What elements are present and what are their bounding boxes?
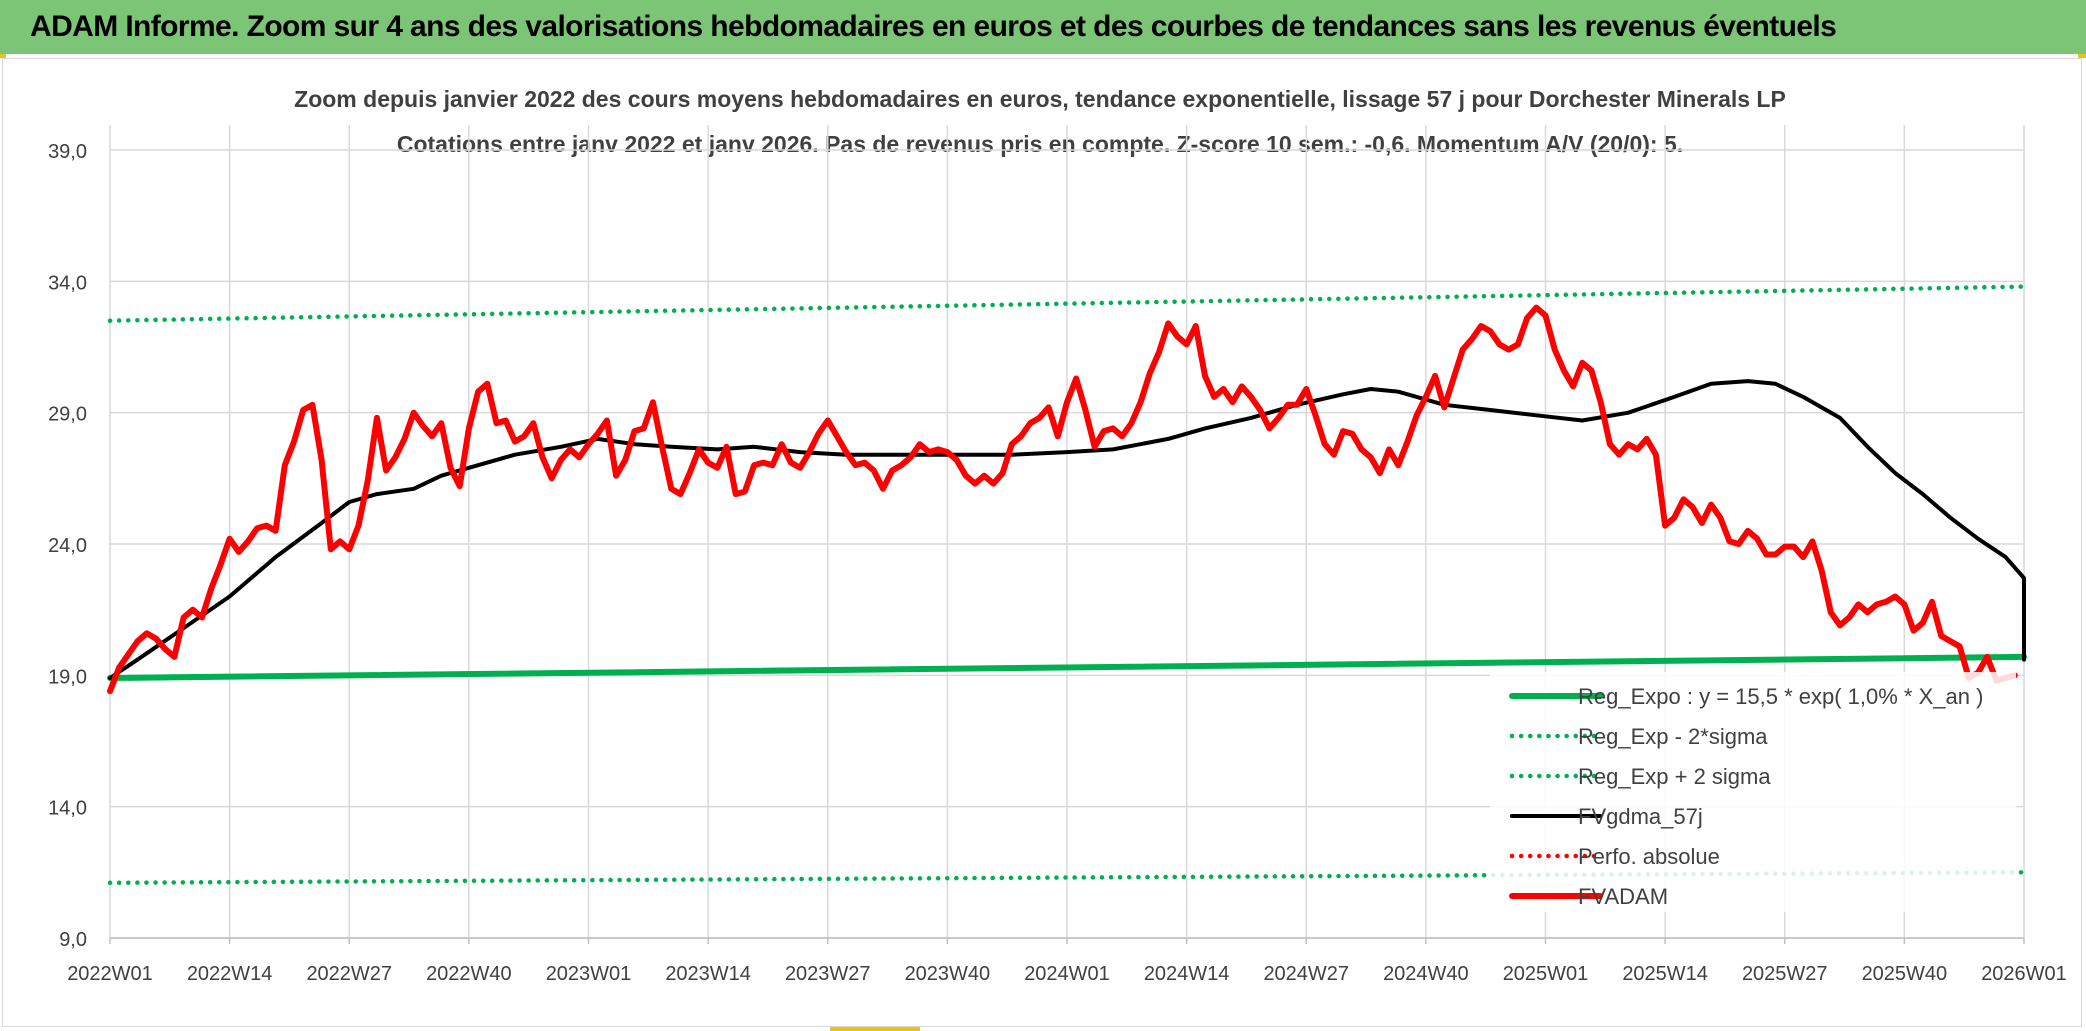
x-tick-label: 2026W01 <box>1981 963 2067 985</box>
x-tick-label: 2025W01 <box>1503 963 1589 985</box>
chart-frame <box>2 58 2082 1027</box>
legend-label-fvadam: FVADAM <box>1578 884 1668 909</box>
x-tick-label: 2022W01 <box>67 963 153 985</box>
series-line-fvadam <box>107 304 2018 695</box>
series-line-reg-expo-y-15-5-exp-1-0-x-an <box>107 653 2027 681</box>
x-tick-label: 2023W40 <box>905 963 991 985</box>
series-group <box>107 284 2027 886</box>
y-tick-label: 39,0 <box>48 141 87 163</box>
x-tick-label: 2024W40 <box>1383 963 1469 985</box>
legend-label-perfo-absolue: Perfo. absolue <box>1578 844 1720 869</box>
x-tick-label: 2022W14 <box>187 963 273 985</box>
chart-title: Zoom depuis janvier 2022 des cours moyen… <box>294 86 1786 112</box>
legend-label-reg-exp-2-sigma: Reg_Exp - 2*sigma <box>1578 724 1768 749</box>
x-tick-label: 2025W27 <box>1742 963 1828 985</box>
report-banner-title: ADAM Informe. Zoom sur 4 ans des valoris… <box>0 0 2086 54</box>
x-tick-label: 2023W14 <box>665 963 751 985</box>
y-tick-label: 14,0 <box>48 798 87 820</box>
x-tick-label: 2023W27 <box>785 963 871 985</box>
x-tick-label: 2024W14 <box>1144 963 1230 985</box>
x-tick-label: 2024W01 <box>1024 963 1110 985</box>
y-tick-label: 9,0 <box>59 929 87 951</box>
y-tick-label: 29,0 <box>48 404 87 426</box>
legend-label-reg-expo-y-15-5-exp-1-0-x-an: Reg_Expo : y = 15,5 * exp( 1,0% * X_an ) <box>1578 684 1983 709</box>
series-line-reg-exp-2-sigma <box>107 284 2027 323</box>
x-tick-label: 2023W01 <box>546 963 632 985</box>
x-tick-label: 2025W14 <box>1622 963 1708 985</box>
x-tick-label: 2025W40 <box>1862 963 1948 985</box>
y-tick-label: 24,0 <box>48 535 87 557</box>
x-tick-label: 2024W27 <box>1263 963 1349 985</box>
x-tick-label: 2022W40 <box>426 963 512 985</box>
legend-label-reg-exp-2-sigma: Reg_Exp + 2 sigma <box>1578 764 1771 789</box>
series-line-reg-exp-2-sigma <box>107 870 2027 886</box>
y-axis: 9,0 14,0 19,0 24,0 29,0 34,0 39,0 <box>48 141 87 951</box>
legend: Reg_Expo : y = 15,5 * exp( 1,0% * X_an )… <box>1490 672 2016 912</box>
x-axis: 2022W01 2022W14 2022W27 2022W40 2023W01 2023W… <box>67 937 2067 985</box>
legend-background <box>1490 672 2016 912</box>
y-tick-label: 19,0 <box>48 666 87 688</box>
bottom-accent <box>830 1027 920 1031</box>
banner-accent-left <box>0 54 6 58</box>
legend-label-fvgdma-57j: FVgdma_57j <box>1578 804 1703 829</box>
x-tick-label: 2022W27 <box>306 963 392 985</box>
banner-accent-right <box>2078 54 2086 58</box>
chart-subtitle: Cotations entre janv 2022 et janv 2026. … <box>397 131 1683 157</box>
series-line-fvgdma-57j <box>108 379 2026 680</box>
y-tick-label: 34,0 <box>48 272 87 294</box>
